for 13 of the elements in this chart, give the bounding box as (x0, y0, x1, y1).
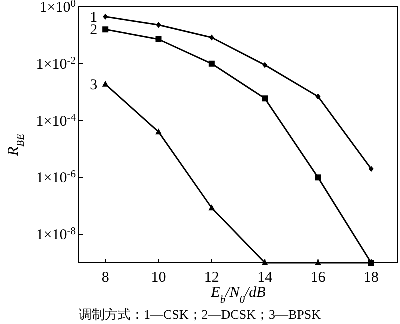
series-label: 3 (90, 77, 98, 94)
x-tick-label: 14 (258, 270, 274, 286)
y-tick-label: 1×10$^{-2}$ (36, 55, 76, 73)
x-tick-label: 16 (310, 270, 326, 286)
x-tick-label: 12 (204, 270, 220, 286)
y-tick-label: 1×10$^{-6}$ (36, 169, 76, 187)
text: 调制方式：1—CSK；2—DCSK；3—BPSK (79, 307, 322, 322)
x-tick-label: 8 (102, 270, 110, 286)
y-tick-label: 1×10$^{-4}$ (36, 112, 77, 130)
y-tick-label: 1×10$^{-8}$ (36, 226, 76, 244)
x-tick-label: 18 (364, 270, 379, 286)
x-tick-label: 10 (151, 270, 166, 286)
x-axis-title: E$_{b}$/N$_{0}$/dB (210, 285, 266, 306)
